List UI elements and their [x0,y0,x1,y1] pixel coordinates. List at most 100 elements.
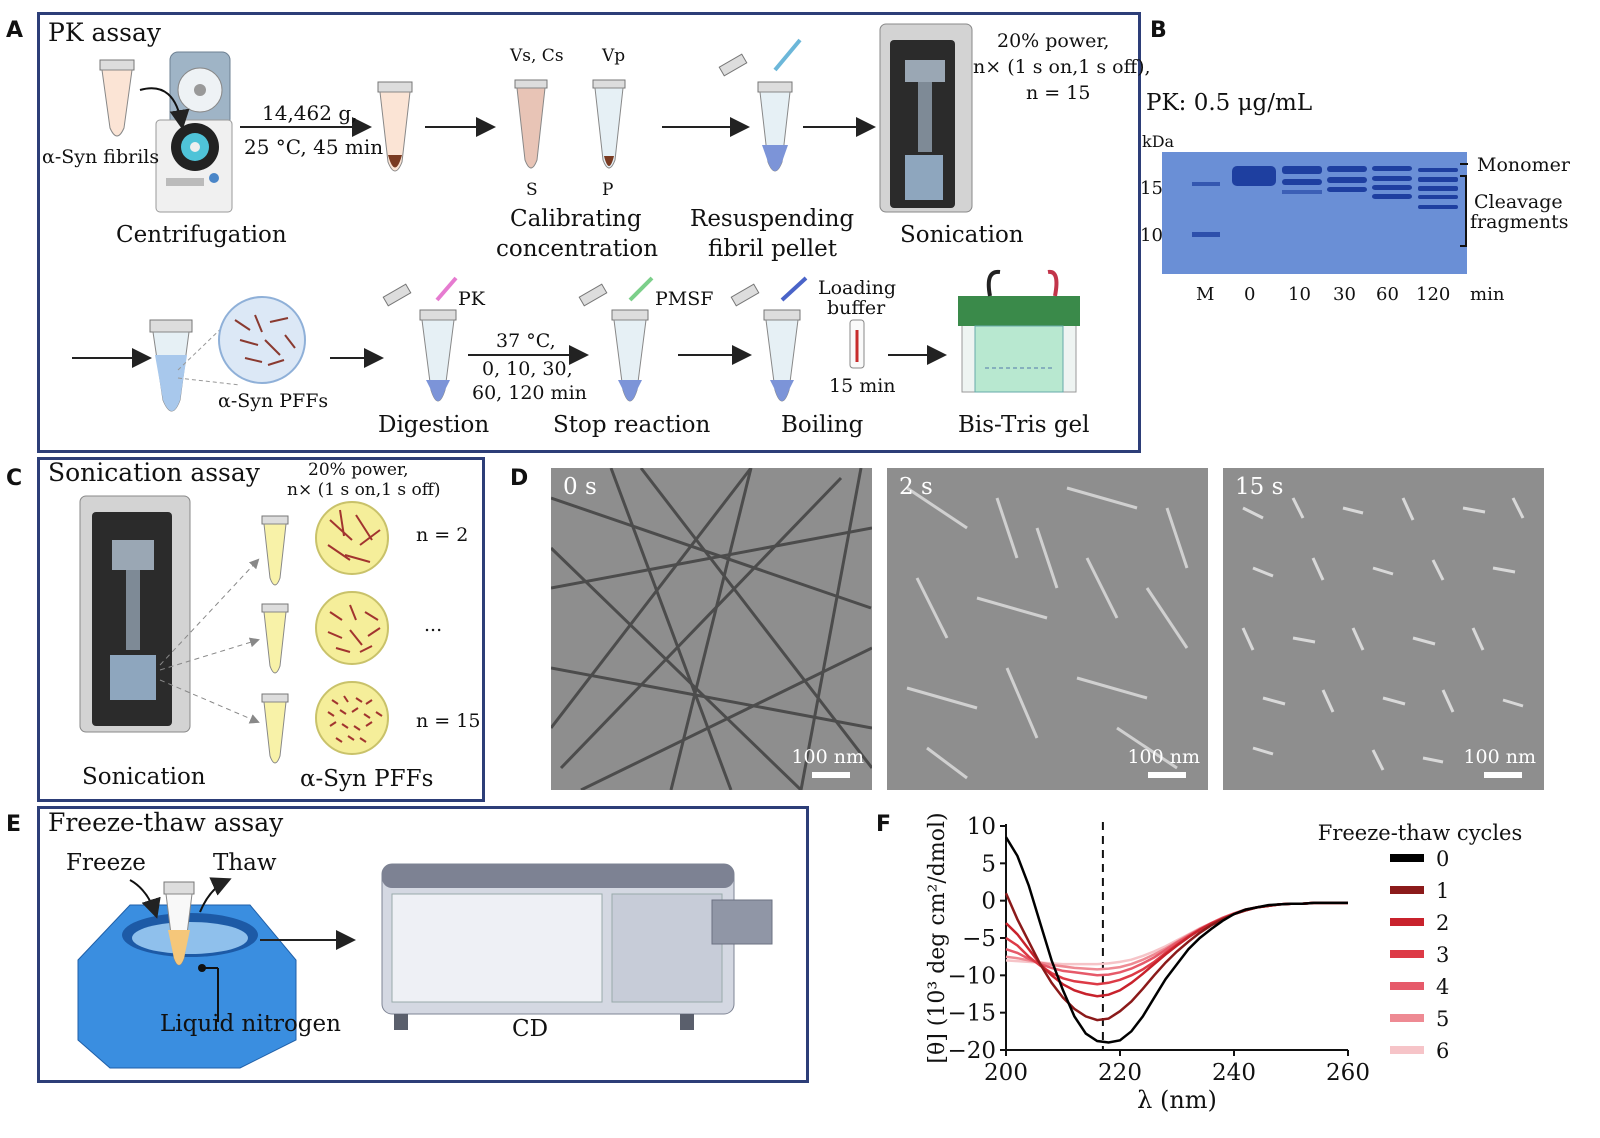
legend-swatch-2 [1390,918,1424,926]
y-axis-label: [θ] (10³ deg cm²/dmol) [925,812,950,1063]
resuspend-tube-icon [718,38,802,172]
legend-label-4: 4 [1436,975,1449,999]
boil-time-label: 15 min [829,375,896,397]
lane-label: M [1196,284,1215,305]
liquid-nitrogen-label: Liquid nitrogen [160,1011,341,1037]
legend-label-0: 0 [1436,847,1449,871]
panel-letter-b: B [1150,18,1167,43]
y-tick-label: −20 [947,1038,996,1064]
x-tick-label: 200 [984,1060,1028,1086]
lane-label: 0 [1244,284,1256,305]
monomer-label: Monomer [1477,154,1570,176]
legend-swatch-4 [1390,982,1424,990]
em-image-2s: 2 s 100 nm [887,468,1208,790]
medium-fibrils-texture [906,486,1189,780]
legend-label-2: 2 [1436,911,1449,935]
marker-15-label: 15 [1140,178,1163,199]
loading-label-2: buffer [827,297,886,319]
sds-page-gel [1162,152,1467,274]
loading-label-1: Loading [818,277,897,299]
centrifuge-icon [139,51,233,213]
sonication-assay-title: Sonication assay [48,458,260,487]
y-tick-label: −5 [962,926,996,952]
em-label-15s: 15 s [1235,474,1284,500]
vp-label: Vp [602,46,626,66]
n15-label: n = 15 [416,710,481,732]
digestion-cond-1: 37 °C, [496,330,556,352]
em-label-0s: 0 s [563,474,597,500]
thermometer-icon [849,319,865,369]
boiling-tube-icon [730,276,808,402]
sonication-assay-box [37,457,485,802]
scale-label: 100 nm [1463,746,1536,768]
kda-label: kDa [1142,132,1175,151]
spin-condition-label: 25 °C, 45 min [244,135,384,159]
y-tick-label: 5 [981,851,996,877]
legend-title: Freeze-thaw cycles [1318,821,1523,845]
pk-assay-box [37,12,1141,453]
y-tick-label: −10 [947,963,996,989]
stop-tube-icon [578,276,654,402]
lane-label: 60 [1376,284,1399,305]
series-line-6 [1005,901,1348,966]
legend-swatch-0 [1390,854,1424,862]
digestion-label: Digestion [378,412,490,438]
em-image-15s: 15 s 100 nm [1223,468,1544,790]
vs-cs-label: Vs, Cs [510,46,564,66]
resuspending-label-1: Resuspending [690,206,855,232]
x-tick-label: 260 [1326,1060,1370,1086]
scale-bar [1148,772,1186,778]
x-tick-label: 240 [1212,1060,1256,1086]
pffs-label-a: α-Syn PFFs [218,390,329,412]
pmsf-label: PMSF [655,288,714,310]
sonication-cond-c1: 20% power, [308,460,409,480]
series-line-0 [1004,836,1348,1044]
gel-box-icon [958,269,1080,393]
scale-label: 100 nm [791,746,864,768]
gel-label: Bis-Tris gel [958,412,1090,438]
cd-label: CD [512,1016,549,1042]
digestion-cond-2: 0, 10, 30, [482,358,573,380]
legend-label-1: 1 [1436,879,1449,903]
sonicator-icon [879,23,973,213]
spin-speed-label: 14,462 g, [262,101,358,125]
ellipsis-label: ... [424,614,443,636]
scale-bar [1484,772,1522,778]
panel-letter-f: F [876,812,892,837]
legend-label-6: 6 [1436,1039,1449,1063]
marker-10-label: 10 [1140,225,1163,246]
panel-letter-a: A [6,18,24,43]
pff-fibrils-icon [234,314,296,366]
legend-swatch-6 [1390,1046,1424,1054]
short-fibrils-texture [1241,497,1525,771]
series-line-5 [1005,901,1348,971]
scale-label: 100 nm [1127,746,1200,768]
legend-label-5: 5 [1436,1007,1449,1031]
panel-letter-e: E [6,812,22,837]
panel-letter-d: D [510,466,529,491]
legend-swatch-5 [1390,1014,1424,1022]
pff-tube-icon [149,319,193,412]
x-tick-label: 220 [1098,1060,1142,1086]
long-fibrils-texture [551,468,872,790]
y-tick-label: 0 [981,889,996,915]
digestion-tube-icon [382,276,458,402]
y-tick-label: 10 [967,814,996,840]
legend-swatch-1 [1390,886,1424,894]
sonication-cond-3: n = 15 [1026,82,1091,104]
calibrating-label-2: concentration [496,236,659,262]
fibrils-label: α-Syn fibrils [42,146,160,168]
lane-label: 10 [1288,284,1311,305]
sonication-step-label: Sonication [900,222,1024,248]
fragment-bracket [1460,163,1468,247]
stop-reaction-label: Stop reaction [553,412,711,438]
lane-label: 30 [1333,284,1356,305]
spun-tube-icon [377,81,413,172]
scale-bar [812,772,850,778]
freeze-label: Freeze [66,850,146,876]
sonication-cond-2: n× (1 s on,1 s off), [973,56,1151,78]
pk-label: PK [458,288,485,310]
y-tick-label: −15 [947,1001,996,1027]
